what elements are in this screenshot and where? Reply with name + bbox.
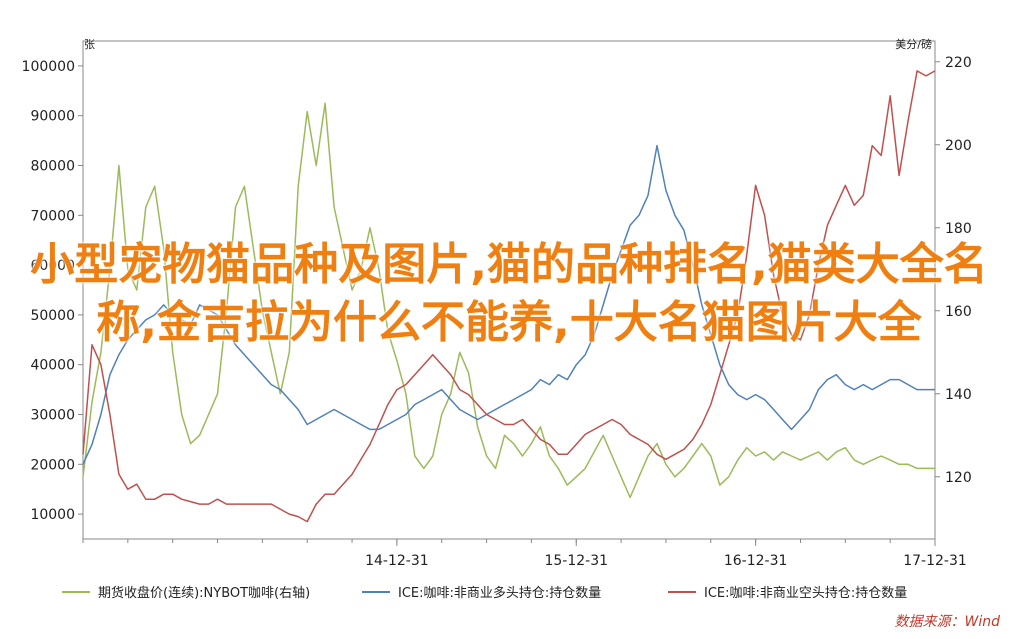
series-line-2	[82, 70, 936, 523]
left-axis-unit: 张	[84, 38, 95, 51]
legend-label-0: 期货收盘价(连续):NYBOT咖啡(右轴)	[98, 585, 310, 601]
data-source-label: 数据来源：Wind	[895, 614, 1001, 630]
legend-label-1: ICE:咖啡:非商业多头持仓:持仓数量	[398, 585, 601, 601]
series-lines	[82, 70, 936, 523]
left-tick-label: 30000	[30, 408, 75, 424]
left-axis-ticks: 10000 20000 30000 40000 50000 60000 70000 80000…	[22, 59, 83, 523]
x-axis-ticks: 14-12-31 15-12-31 16-12-31 17-12-31	[82, 539, 967, 569]
right-tick-label: 160	[945, 304, 972, 320]
series-line-1	[82, 144, 935, 465]
left-tick-label: 100000	[22, 59, 75, 75]
right-tick-label: 220	[945, 55, 972, 71]
right-tick-label: 140	[945, 387, 972, 403]
right-tick-label: 120	[945, 470, 972, 486]
x-tick-label: 16-12-31	[724, 553, 788, 569]
left-tick-label: 70000	[30, 208, 75, 224]
left-tick-label: 80000	[30, 159, 75, 175]
right-axis-unit: 美分/磅	[895, 37, 932, 51]
left-tick-label: 60000	[30, 258, 75, 274]
right-tick-label: 180	[945, 221, 972, 237]
left-tick-label: 20000	[30, 457, 75, 473]
series-line-0	[82, 102, 935, 499]
legend: 期货收盘价(连续):NYBOT咖啡(右轴) ICE:咖啡:非商业多头持仓:持仓数量…	[62, 585, 907, 601]
left-tick-label: 40000	[30, 358, 75, 374]
right-tick-label: 200	[945, 138, 972, 154]
x-tick-label: 15-12-31	[544, 553, 608, 569]
left-tick-label: 50000	[30, 308, 75, 324]
right-axis-ticks: 120 140 160 180 200 220	[935, 55, 972, 486]
x-tick-label: 17-12-31	[903, 553, 967, 569]
overlay-title: 小型宠物猫品种及图片,猫的品种排名,猫类大全名称,金吉拉为什么不能养,十大名猫图…	[30, 239, 988, 348]
x-tick-label: 14-12-31	[365, 553, 429, 569]
legend-label-2: ICE:咖啡:非商业空头持仓:持仓数量	[704, 586, 907, 601]
left-tick-label: 10000	[30, 507, 75, 523]
left-tick-label: 90000	[30, 109, 75, 125]
